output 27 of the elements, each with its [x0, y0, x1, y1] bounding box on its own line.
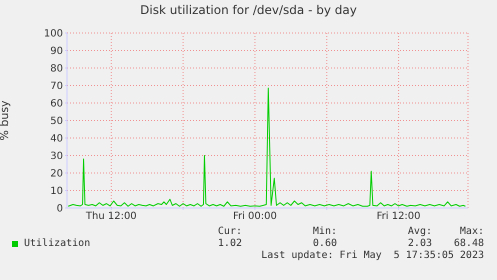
line-series	[68, 88, 466, 207]
y-tick-label: 20	[50, 168, 63, 180]
legend-label: Utilization	[23, 238, 90, 250]
text: Max:	[458, 226, 484, 238]
y-tick-label: 70	[50, 81, 63, 92]
text: 2.03	[406, 238, 432, 250]
y-tick-label: 50	[50, 116, 63, 128]
y-tick-label: 100	[44, 28, 63, 40]
text: 1.02	[216, 238, 242, 250]
text: Cur:	[216, 226, 242, 238]
chart-title: Disk utilization for /dev/sda - by day	[139, 3, 358, 17]
x-tick-label: Fri 00:00	[232, 211, 277, 222]
y-tick-label: 80	[50, 64, 63, 75]
y-tick-label: 0	[56, 204, 63, 215]
y-axis-title: % busy	[0, 100, 11, 141]
y-tick-label: 30	[50, 151, 63, 162]
y-tick-label: 10	[50, 186, 63, 198]
y-tick-label: 90	[50, 46, 63, 58]
x-tick-label: Thu 12:00	[84, 211, 137, 222]
text: Min:	[312, 226, 337, 238]
y-tick-label: 60	[50, 98, 63, 110]
text: Avg:	[406, 226, 432, 238]
x-tick-label: Fri 12:00	[376, 211, 421, 222]
text: Last update: Fri May 5 17:35:05 2023	[260, 250, 484, 262]
text: 68.48	[452, 238, 484, 250]
text: 0.60	[312, 238, 337, 250]
y-tick-label: 40	[50, 134, 63, 145]
